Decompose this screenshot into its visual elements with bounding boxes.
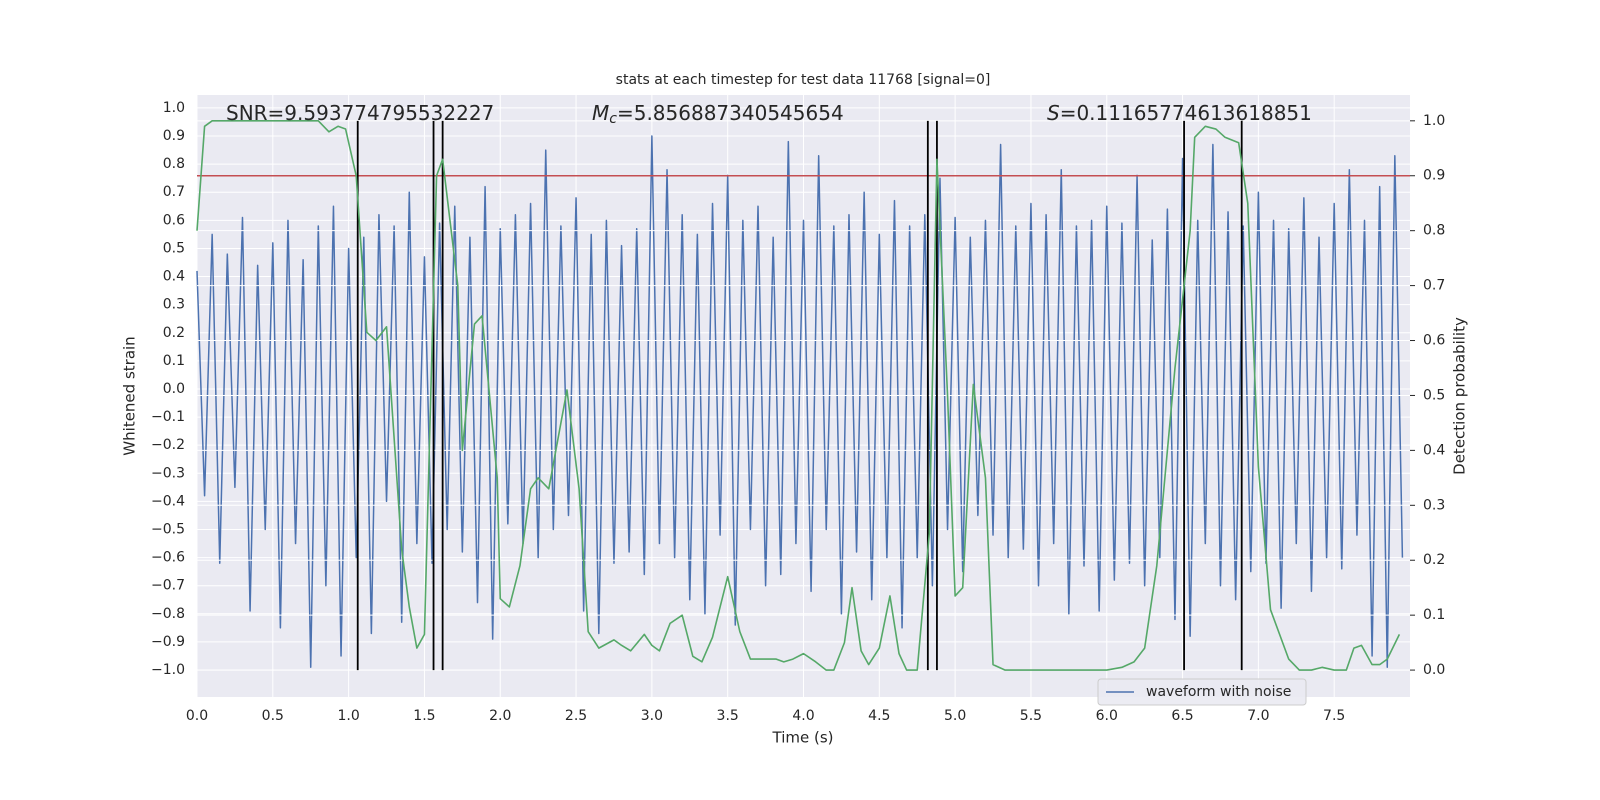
- x-tick-label: 5.5: [1020, 708, 1042, 724]
- y2-tick-label: 1.0: [1423, 113, 1445, 129]
- y-tick-label: −0.9: [151, 634, 185, 650]
- y2-tick-label: 0.4: [1423, 442, 1445, 458]
- y-tick-label: 0.0: [163, 381, 185, 397]
- chart-title: stats at each timestep for test data 117…: [616, 72, 991, 88]
- x-tick-label: 7.5: [1323, 708, 1345, 724]
- y2-axis-label: Detection probability: [1451, 317, 1469, 475]
- y2-tick-label: 0.2: [1423, 552, 1445, 568]
- y-tick-label: −0.6: [151, 550, 185, 566]
- x-tick-label: 5.0: [944, 708, 966, 724]
- x-tick-label: 4.5: [868, 708, 890, 724]
- y-tick-label: −0.5: [151, 521, 185, 537]
- y2-tick-label: 0.3: [1423, 497, 1445, 513]
- x-tick-label: 2.5: [565, 708, 587, 724]
- y-tick-label: −0.7: [151, 578, 185, 594]
- y2-tick-label: 0.1: [1423, 607, 1445, 623]
- y-tick-label: −0.2: [151, 437, 185, 453]
- y2-tick-label: 0.0: [1423, 662, 1445, 678]
- x-tick-label: 7.0: [1247, 708, 1269, 724]
- x-tick-label: 2.0: [489, 708, 511, 724]
- annotation: SNR=9.593774795532227: [226, 101, 494, 125]
- y-tick-label: 0.1: [163, 353, 185, 369]
- x-tick-label: 6.5: [1171, 708, 1193, 724]
- y-tick-label: −0.1: [151, 409, 185, 425]
- x-axis-label: Time (s): [772, 729, 834, 747]
- y-tick-label: 0.7: [163, 184, 185, 200]
- series-line: [196, 120, 1401, 671]
- x-tick-label: 4.0: [792, 708, 814, 724]
- y-tick-label: 0.8: [163, 156, 185, 172]
- y-tick-label: 0.6: [163, 212, 185, 228]
- over-layer: [196, 120, 1415, 671]
- annotation-text: =5.856887340545654: [617, 101, 844, 125]
- series-line: [196, 135, 1404, 668]
- x-tick-label: 3.5: [717, 708, 739, 724]
- x-tick-label: 3.0: [641, 708, 663, 724]
- y-tick-label: 1.0: [163, 100, 185, 116]
- annotation-symbol: S: [1047, 101, 1060, 125]
- y-tick-label: −0.4: [151, 493, 185, 509]
- legend-box: [1097, 678, 1307, 706]
- y-axis-label: Whitened strain: [121, 336, 139, 455]
- x-tick-label: 1.5: [413, 708, 435, 724]
- legend-label: waveform with noise: [1146, 684, 1291, 700]
- annotation-symbol: M: [592, 101, 609, 125]
- y2-tick-label: 0.6: [1423, 333, 1445, 349]
- x-tick-label: 1.0: [337, 708, 359, 724]
- y-tick-label: −0.3: [151, 465, 185, 481]
- x-tick-label: 0.5: [262, 708, 284, 724]
- y-tick-label: −1.0: [151, 662, 185, 678]
- annotation-text: =0.11165774613618851: [1060, 101, 1312, 125]
- annotation: Mc=5.856887340545654: [592, 101, 844, 128]
- y2-tick-label: 0.9: [1423, 168, 1445, 184]
- y-tick-label: 0.4: [163, 269, 185, 285]
- y-tick-label: 0.3: [163, 297, 185, 313]
- annotation-subscript: c: [609, 111, 617, 127]
- y2-tick-label: 0.5: [1423, 387, 1445, 403]
- y-tick-label: −0.8: [151, 606, 185, 622]
- x-tick-label: 0.0: [186, 708, 208, 724]
- y-tick-label: 0.2: [163, 325, 185, 341]
- annotation-text: SNR=9.593774795532227: [226, 101, 494, 125]
- y2-tick-label: 0.7: [1423, 278, 1445, 294]
- y-tick-label: 0.5: [163, 240, 185, 256]
- annotation: S=0.11165774613618851: [1047, 101, 1312, 125]
- x-tick-label: 6.0: [1096, 708, 1118, 724]
- y-tick-label: 0.9: [163, 128, 185, 144]
- y2-tick-label: 0.8: [1423, 223, 1445, 239]
